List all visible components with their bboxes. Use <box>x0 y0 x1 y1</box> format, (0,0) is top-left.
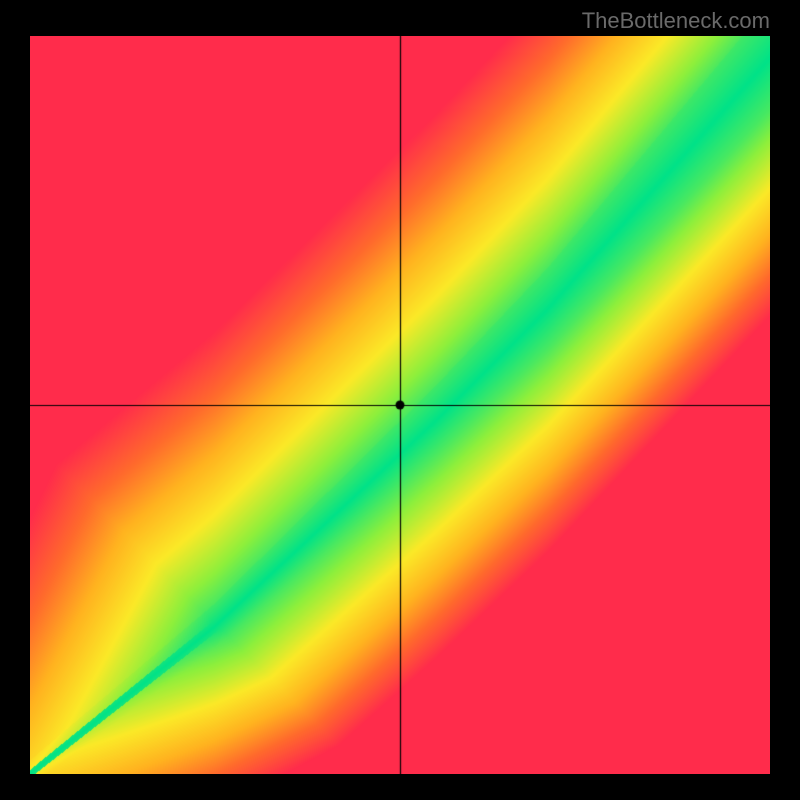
bottleneck-heatmap <box>30 36 770 774</box>
watermark-text: TheBottleneck.com <box>582 8 770 34</box>
chart-container: TheBottleneck.com <box>0 0 800 800</box>
